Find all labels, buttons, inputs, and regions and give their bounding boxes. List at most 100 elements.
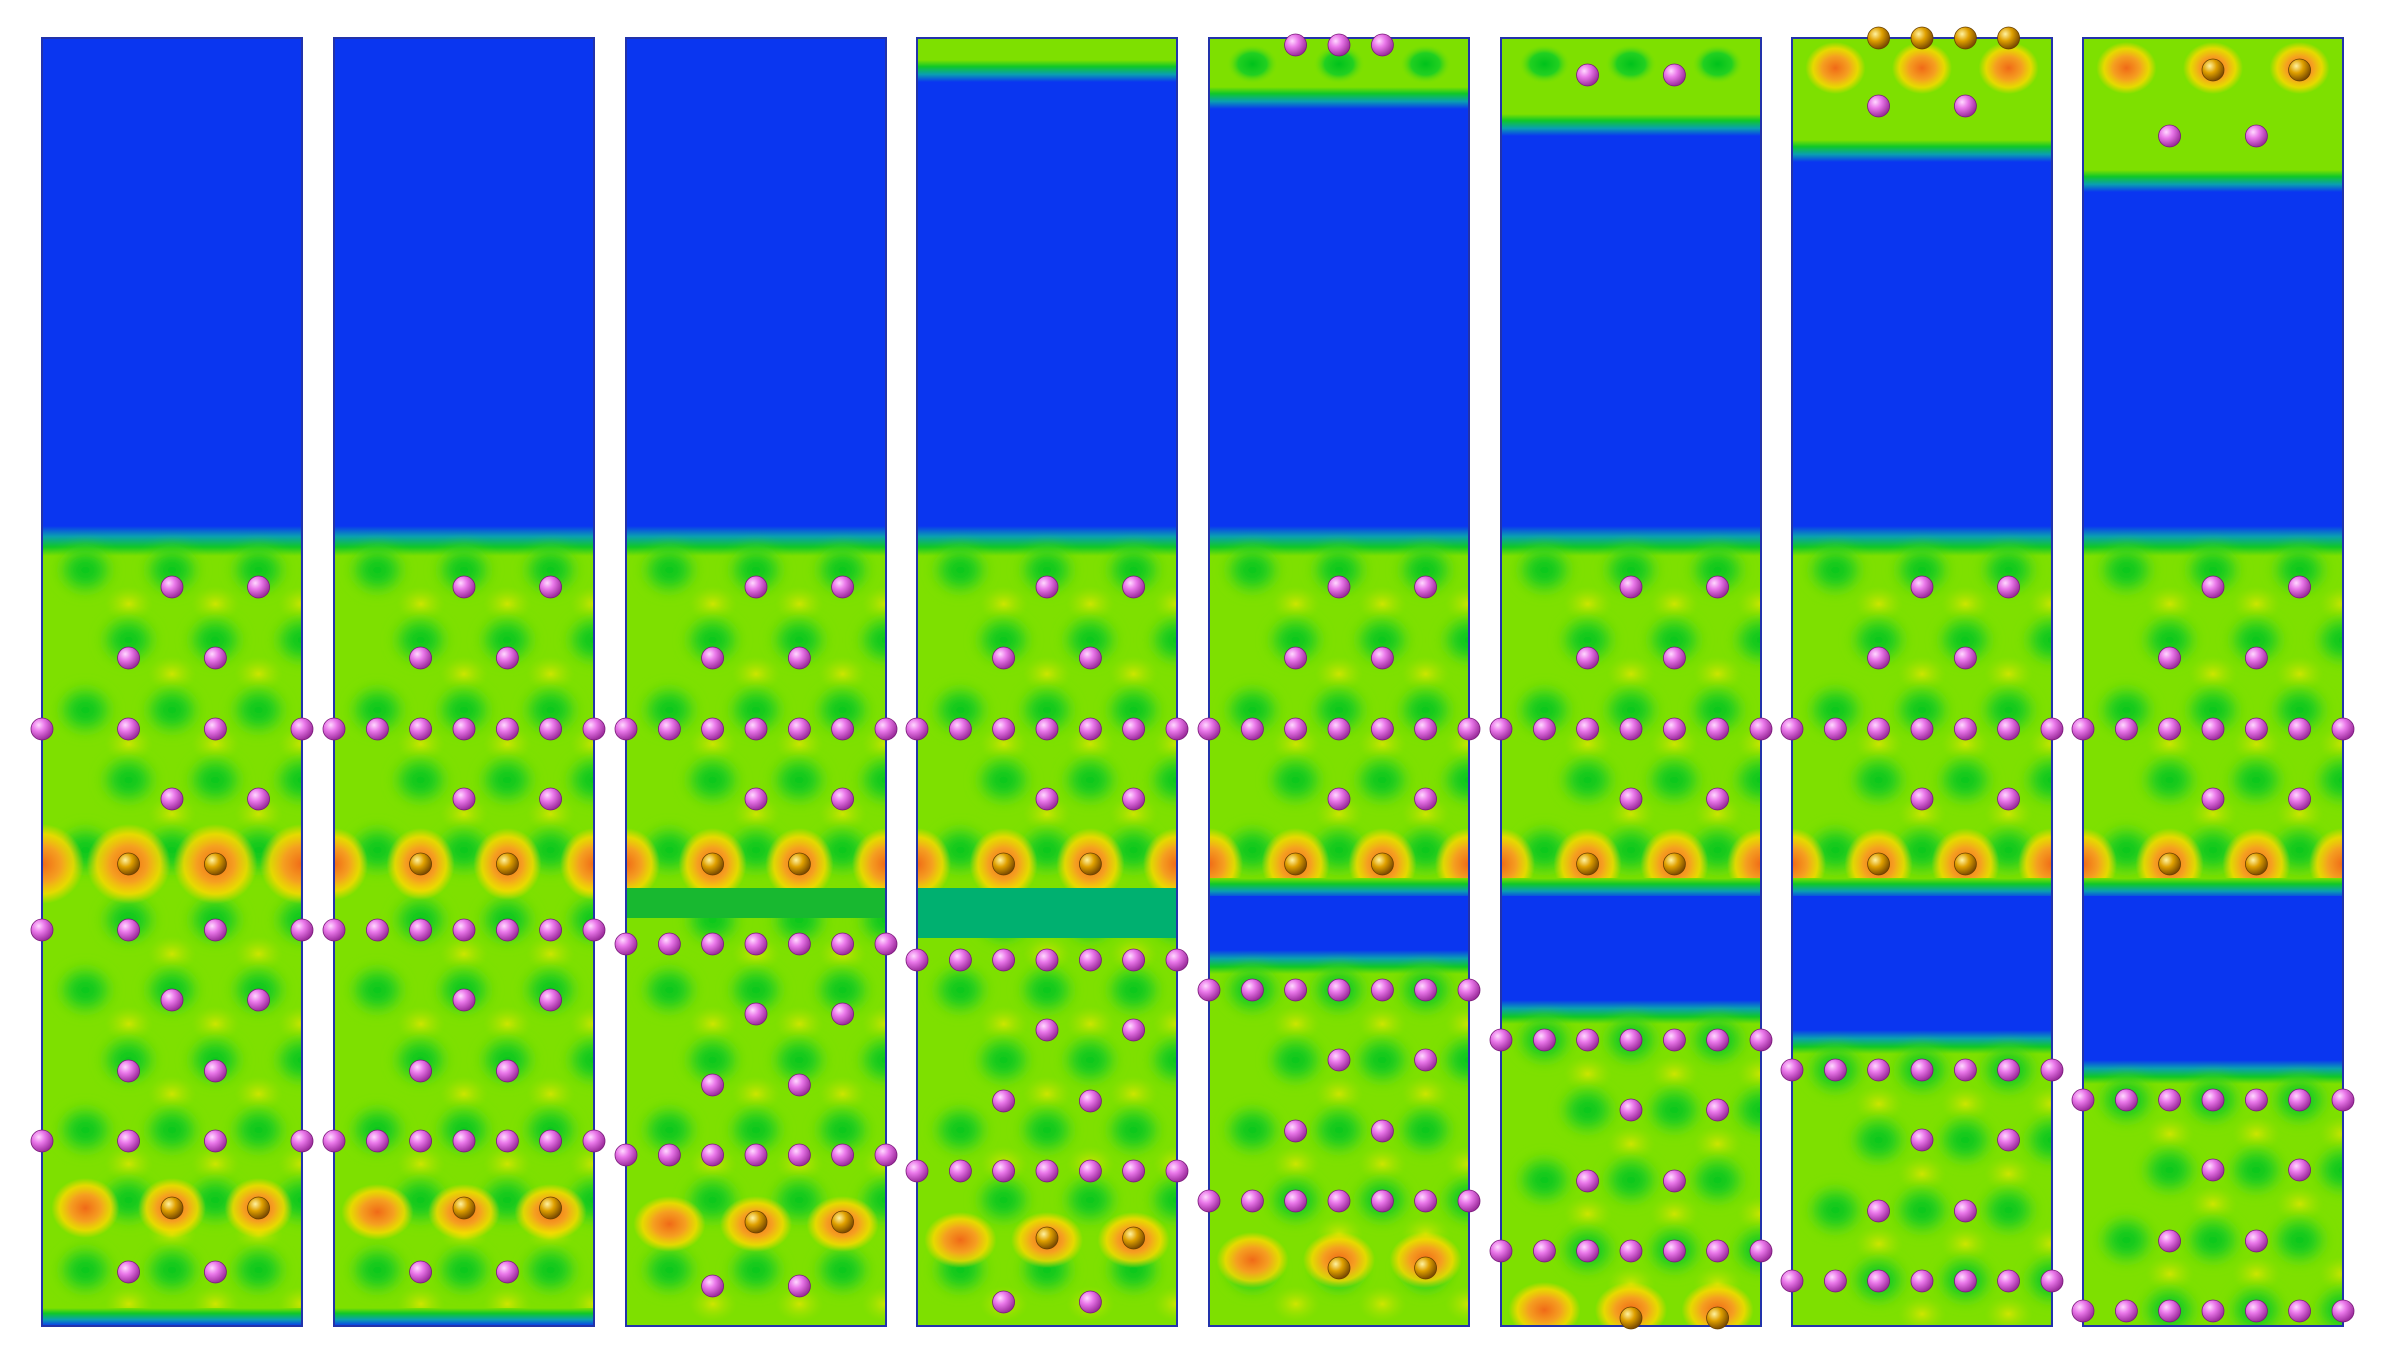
pink-atom	[1284, 717, 1307, 741]
density-minimum	[680, 612, 745, 668]
pink-atom	[788, 717, 811, 741]
pink-atom	[117, 646, 140, 670]
atom-layer	[2071, 58, 2355, 1323]
density-ridge	[1693, 1126, 1742, 1162]
pink-atom	[701, 1274, 724, 1298]
density-ridge	[732, 1076, 780, 1112]
pink-atom	[1414, 978, 1437, 1002]
pink-atom	[744, 1002, 768, 1026]
gold-atom	[1910, 26, 1934, 50]
pink-atom	[1663, 63, 1686, 87]
surface-gradient	[1209, 878, 1469, 898]
pink-atom	[2201, 717, 2225, 741]
density-minimum	[518, 542, 583, 598]
density-minimum	[345, 962, 410, 1018]
gold-atom	[701, 852, 724, 876]
density-minimum	[1933, 1112, 1998, 1168]
density-ridge	[1109, 656, 1158, 692]
density-minimum	[971, 1172, 1036, 1228]
pink-atom	[658, 717, 681, 741]
density-minimum	[1015, 542, 1079, 598]
pink-atom	[1997, 1058, 2020, 1082]
pink-atom	[496, 1260, 519, 1284]
density-ridge	[396, 586, 445, 622]
pink-atom	[701, 1143, 724, 1167]
density-minimum	[53, 962, 118, 1018]
surface-gradient	[2083, 170, 2343, 192]
pink-atom	[409, 646, 432, 670]
pink-atom	[992, 1089, 1015, 1113]
surface-gradient	[1792, 878, 2052, 898]
density-minimum	[1144, 1172, 1177, 1228]
pink-atom	[1035, 1159, 1059, 1183]
density-ridge	[775, 1286, 824, 1322]
density-minimum	[2310, 1142, 2343, 1198]
pink-atom	[2040, 717, 2064, 741]
density-minimum	[1933, 612, 1998, 668]
surface-gradient	[2083, 878, 2343, 898]
pink-atom	[1327, 575, 1351, 599]
density-ridge	[1650, 726, 1699, 762]
pink-atom	[1780, 1058, 1804, 1082]
pink-atom	[539, 918, 562, 942]
pink-atom	[788, 1143, 811, 1167]
density-minimum	[1015, 962, 1079, 1018]
density-minimum	[2019, 752, 2052, 808]
pink-atom	[874, 1143, 898, 1167]
density-minimum	[2094, 542, 2159, 598]
pink-atom	[744, 787, 768, 811]
density-ridge	[1066, 586, 1115, 622]
density-ridge	[483, 1146, 532, 1182]
pink-atom	[905, 1159, 929, 1183]
density-minimum	[1015, 1102, 1079, 1158]
pink-atom	[1954, 1269, 1977, 1293]
pink-atom	[322, 1129, 346, 1153]
density-ridge	[1358, 586, 1407, 622]
pink-atom	[539, 988, 562, 1012]
pink-atom	[1867, 1199, 1890, 1223]
slab-panel	[1489, 37, 1773, 1330]
gold-atom	[496, 852, 519, 876]
pink-atom	[1619, 787, 1643, 811]
density-minimum	[1436, 612, 1469, 668]
density-minimum	[1691, 44, 1744, 84]
pink-atom	[1749, 1028, 1773, 1052]
density-minimum	[810, 1102, 875, 1158]
pink-atom	[204, 918, 227, 942]
pink-atom	[1414, 787, 1437, 811]
density-minimum	[724, 1102, 788, 1158]
pink-atom	[2201, 575, 2225, 599]
density-ridge	[191, 586, 240, 622]
density-minimum	[971, 752, 1036, 808]
density-minimum	[637, 962, 702, 1018]
pink-atom	[30, 1129, 54, 1153]
pink-atom	[290, 1129, 314, 1153]
density-ridge	[688, 586, 737, 622]
density-minimum	[724, 682, 788, 738]
pink-atom	[1371, 978, 1394, 1002]
density-maximum	[260, 824, 302, 904]
gold-atom	[2201, 58, 2225, 82]
density-maximum	[633, 1196, 706, 1252]
density-minimum	[971, 612, 1036, 668]
density-maximum	[1681, 1282, 1754, 1326]
density-minimum	[810, 682, 875, 738]
density-ridge	[1898, 1156, 1946, 1192]
density-ridge	[1315, 1076, 1363, 1112]
gold-atom	[1619, 1306, 1643, 1330]
density-minimum	[1436, 752, 1469, 808]
density-minimum	[1307, 682, 1371, 738]
density-ridge	[1109, 1076, 1158, 1112]
density-ridge	[440, 656, 488, 692]
density-ridge	[396, 726, 445, 762]
slab-panel	[2071, 37, 2355, 1327]
gold-atom	[2288, 58, 2311, 82]
density-minimum	[767, 612, 832, 668]
density-ridge	[440, 936, 488, 972]
density-ridge	[483, 1006, 532, 1042]
density-minimum	[140, 682, 204, 738]
density-ridge	[191, 1146, 240, 1182]
pink-atom	[614, 932, 638, 956]
density-minimum	[2267, 542, 2332, 598]
density-ridge	[1358, 1286, 1407, 1322]
